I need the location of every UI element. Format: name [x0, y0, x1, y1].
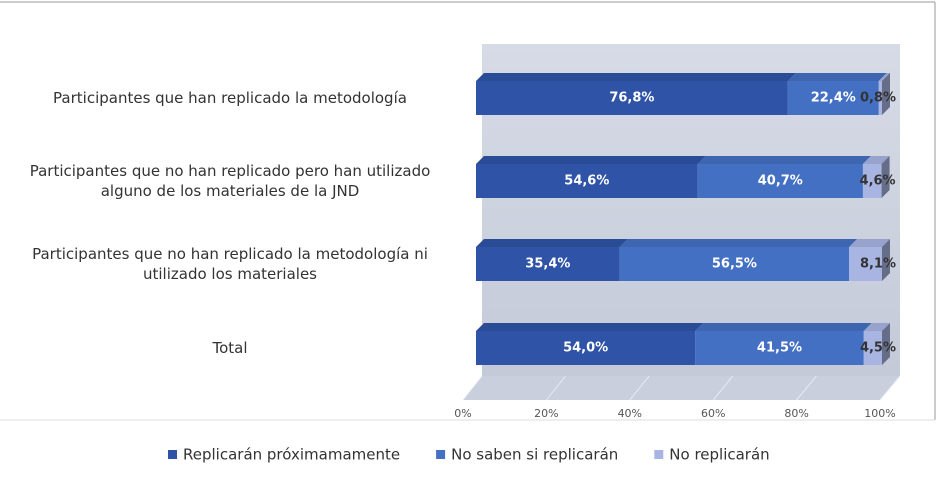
bar-side: [881, 156, 890, 198]
data-label: 76,8%: [609, 91, 654, 106]
bar-top: [619, 239, 858, 247]
x-tick-label: 0%: [454, 407, 471, 420]
legend-swatch: [436, 450, 446, 459]
legend-label: No saben si replicarán: [451, 446, 618, 464]
data-label: 4,6%: [860, 174, 896, 189]
bar-top: [787, 73, 887, 81]
bar: [695, 331, 864, 365]
bar: [476, 247, 620, 281]
data-label: 54,0%: [563, 341, 608, 356]
x-tick-label: 60%: [701, 407, 725, 420]
bar-top: [476, 323, 704, 331]
bar: [697, 164, 863, 198]
grid-line: [462, 375, 483, 401]
floor: [463, 376, 900, 400]
data-label: 0,8%: [860, 91, 896, 106]
bar-side: [882, 239, 890, 281]
data-label: 56,5%: [712, 257, 757, 272]
data-label: 35,4%: [525, 257, 570, 272]
data-label: 54,6%: [564, 174, 609, 189]
bar-side: [882, 73, 890, 115]
legend-swatch: [168, 450, 177, 459]
x-tick-label: 20%: [534, 407, 558, 420]
bar-top: [476, 73, 796, 81]
legend-label: No replicarán: [669, 446, 769, 464]
y-tick-label: Participantes que no han replicado la me…: [32, 245, 428, 283]
bar: [476, 164, 698, 198]
y-tick-label: Participantes que no han replicado pero …: [29, 162, 431, 200]
x-tick-label: 40%: [618, 407, 642, 420]
grid-line: [879, 375, 901, 401]
y-tick-label: Participantes que han replicado la metod…: [53, 89, 407, 107]
grid-line: [712, 375, 734, 401]
legend-swatch: [654, 450, 664, 459]
legend-label: Replicarán próximamamente: [183, 446, 400, 464]
y-tick-label: Total: [212, 339, 248, 357]
bar: [787, 81, 879, 115]
grid-line: [546, 375, 566, 401]
grid-line: [796, 375, 817, 401]
bar-top: [878, 73, 890, 81]
bar-top: [697, 156, 871, 164]
bar-top: [695, 323, 872, 331]
data-label: 22,4%: [811, 91, 856, 106]
bar: [476, 81, 788, 115]
bar: [849, 247, 882, 281]
grid-line: [629, 375, 650, 401]
data-label: 8,1%: [860, 257, 896, 272]
data-label: 41,5%: [757, 341, 802, 356]
x-tick-label: 100%: [864, 407, 895, 420]
x-tick-label: 80%: [784, 407, 808, 420]
bar-side: [882, 323, 890, 365]
bar-top: [863, 323, 890, 331]
data-label: 4,5%: [860, 341, 896, 356]
bar-top: [476, 156, 706, 164]
bar: [862, 164, 882, 198]
data-label: 40,7%: [758, 174, 803, 189]
bar: [619, 247, 850, 281]
bar: [863, 331, 882, 365]
bar-top: [862, 156, 890, 164]
bar-top: [476, 239, 628, 247]
bar: [878, 81, 882, 115]
bar-top: [849, 239, 890, 247]
bar: [476, 331, 696, 365]
